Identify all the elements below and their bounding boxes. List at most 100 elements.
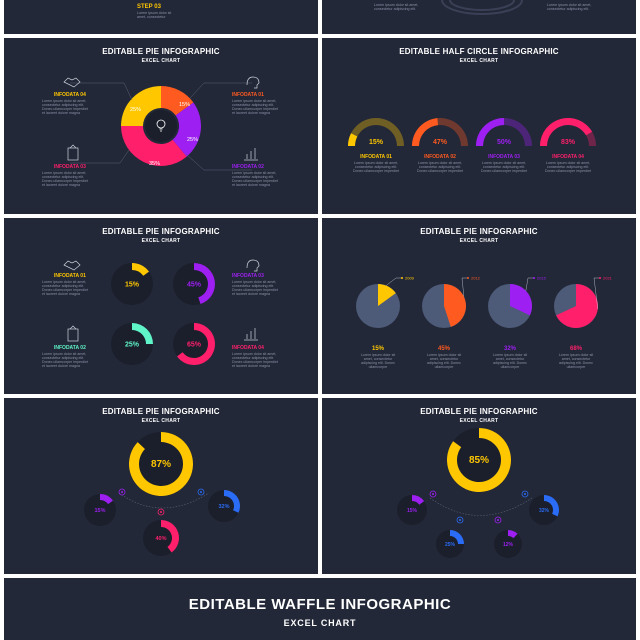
connector-node-dot xyxy=(432,493,434,495)
pie-percent: 32% xyxy=(504,346,517,352)
dotted-connector xyxy=(118,492,210,509)
donut-value xyxy=(224,490,241,513)
document-icon xyxy=(67,144,79,161)
connector-node-dot xyxy=(160,511,162,513)
slide-title: EDITABLE PIE INFOGRAPHIC xyxy=(102,407,220,416)
slide-half-circle: EDITABLE HALF CIRCLE INFOGRAPHIC EXCEL C… xyxy=(322,38,636,214)
lorem-line: Lorem ipsum dolor sit amet, xyxy=(232,352,276,356)
lorem-line: amet, consectetur xyxy=(562,357,591,361)
lorem-line: Lorem ipsum dolor sit amet, xyxy=(42,171,86,175)
lorem-line: Lorem ipsum dolor sit amet, xyxy=(232,171,276,175)
lorem-line: Donec ullamcorper imperdiet xyxy=(42,288,88,292)
connector-node xyxy=(197,488,205,496)
lorem-line: amet, consectetur xyxy=(496,357,525,361)
lorem-line: Lorem ipsum dolor sit xyxy=(493,353,527,357)
lorem-line: Donec ullamcorper imperdiet xyxy=(42,179,88,183)
half-arc-value xyxy=(476,118,504,146)
infodata-02-label: INFODATA 02 xyxy=(232,164,264,170)
half-arc-percent: 15% xyxy=(369,139,384,146)
slide-pie-3-svg: EDITABLE PIE INFOGRAPHIC EXCEL CHART 15%… xyxy=(42,227,278,368)
slide-subtitle: EXCEL CHART xyxy=(460,418,499,424)
slide-top-right-svg: Lorem ipsum dolor sit amet, consectetur … xyxy=(374,0,591,15)
lorem-line: Lorem ipsum dolor sit amet, xyxy=(42,99,86,103)
connector-node xyxy=(494,516,502,524)
connector-node xyxy=(429,490,437,498)
lorem-line: Donec ullamcorper imperdiet xyxy=(42,360,88,364)
circle-arc-decoration xyxy=(441,0,523,15)
year-dot xyxy=(533,277,535,279)
slice-label-15: 15% xyxy=(179,102,190,108)
lorem-line: consectetur adipiscing elit. xyxy=(483,165,525,169)
slide-subtitle: EXCEL CHART xyxy=(460,58,499,64)
lorem-line: amet, consectetur xyxy=(430,357,459,361)
donut-percent: 45% xyxy=(187,282,202,289)
half-arc-label: INFODATA 04 xyxy=(552,154,584,160)
pie-percent: 68% xyxy=(570,346,583,352)
donut-percent: 12% xyxy=(503,542,514,548)
slice-label-25b: 25% xyxy=(187,137,198,143)
lorem-line: consectetur adipiscing elit. xyxy=(419,165,461,169)
year-label: 2009 xyxy=(405,276,415,281)
lorem-line: consectetur adipiscing elit. xyxy=(547,165,589,169)
lorem-line: ullamcorper xyxy=(501,365,521,369)
donut-slice-yellow xyxy=(121,86,161,126)
connector-node-dot xyxy=(497,519,499,521)
infodata-label: INFODATA 02 xyxy=(54,345,86,351)
pie-slice xyxy=(556,284,598,328)
donut-slice-pink xyxy=(121,126,187,166)
slide-pie-6-svg: EDITABLE PIE INFOGRAPHIC EXCEL CHART 85%… xyxy=(397,407,559,558)
lorem-line: ullamcorper xyxy=(567,365,587,369)
lorem-line: consectetur adipiscing elit. xyxy=(232,103,274,107)
lorem-line: et laoreet dolore magna xyxy=(232,364,270,368)
slide-half-circle-svg: EDITABLE HALF CIRCLE INFOGRAPHIC EXCEL C… xyxy=(348,47,596,173)
year-label: 2012 xyxy=(471,276,481,281)
lorem-text-2: consectetur adipiscing elit. xyxy=(374,7,416,11)
waffle-title: EDITABLE WAFFLE INFOGRAPHIC xyxy=(188,596,452,613)
donut-cluster: 85% 15% 32% 25% 12% xyxy=(397,428,559,558)
donut-cluster: 87% 15% 32% 40% xyxy=(84,432,241,556)
slice-label-35: 35% xyxy=(149,161,160,167)
dotted-connector xyxy=(429,497,533,516)
donut-value xyxy=(161,520,179,553)
lorem-line: Lorem ipsum dolor sit amet, xyxy=(546,161,590,165)
donut-value xyxy=(194,263,215,304)
year-dot xyxy=(467,277,469,279)
lorem-line: consectetur adipiscing elit. xyxy=(355,165,397,169)
connector-node xyxy=(118,488,126,496)
infodata-label: INFODATA 03 xyxy=(232,273,264,279)
half-arc-percent: 50% xyxy=(497,139,512,146)
lorem-line: Lorem ipsum dolor sit amet, xyxy=(42,352,86,356)
pie-slice xyxy=(378,284,396,306)
donut-value xyxy=(177,323,215,365)
lorem-line: ullamcorper xyxy=(369,365,389,369)
step-label: STEP 03 xyxy=(137,4,162,10)
step-text-2: amet, consectetur xyxy=(137,15,166,19)
lorem-line: et laoreet dolore magna xyxy=(42,111,80,115)
lorem-line: adipiscing elit. Donec xyxy=(559,361,593,365)
bar-chart-icon xyxy=(244,328,258,341)
lorem-line: amet, consectetur xyxy=(364,357,393,361)
donut-percent: 85% xyxy=(469,455,489,466)
slide-title: EDITABLE PIE INFOGRAPHIC xyxy=(420,227,538,236)
connector-node-dot xyxy=(200,491,202,493)
bar-chart-icon xyxy=(244,148,258,161)
lorem-line: consectetur adipiscing elit. xyxy=(42,356,84,360)
slice-label-25a: 25% xyxy=(130,107,141,113)
lorem-line: et laoreet dolore magna xyxy=(42,183,80,187)
half-arc-value xyxy=(412,118,439,146)
lorem-line: Donec ullamcorper imperdiet xyxy=(545,169,591,173)
lorem-line: Lorem ipsum dolor sit xyxy=(427,353,461,357)
lorem-line: Lorem ipsum dolor sit amet, xyxy=(232,280,276,284)
infodata-01-label: INFODATA 01 xyxy=(232,92,264,98)
donut-value xyxy=(100,494,113,505)
half-arc-label: INFODATA 01 xyxy=(360,154,392,160)
slide-subtitle: EXCEL CHART xyxy=(142,58,181,64)
half-arc-track xyxy=(348,118,404,146)
lorem-line: Donec ullamcorper imperdiet xyxy=(232,288,278,292)
half-arc-value xyxy=(540,117,593,146)
lorem-line: Lorem ipsum dolor sit amet, xyxy=(354,161,398,165)
slide-top-left: STEP 03 Lorem ipsum dolor sit amet, cons… xyxy=(4,0,318,34)
slide-pie-3: EDITABLE PIE INFOGRAPHIC EXCEL CHART 15%… xyxy=(4,218,318,394)
lorem-line: et laoreet dolore magna xyxy=(232,183,270,187)
